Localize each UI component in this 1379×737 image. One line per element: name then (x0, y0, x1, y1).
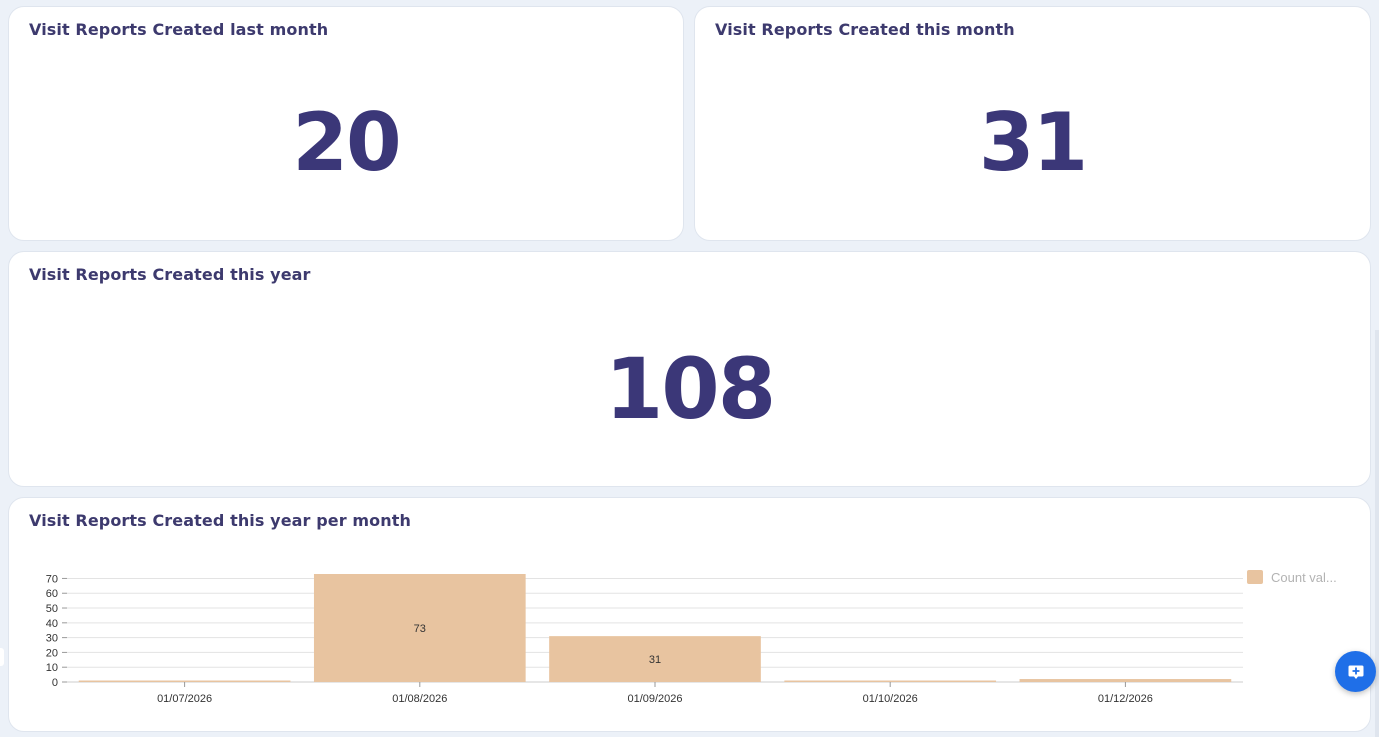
scrollbar[interactable] (1375, 330, 1379, 737)
y-tick-label: 10 (46, 662, 58, 674)
y-tick-label: 30 (46, 633, 58, 645)
x-tick-label: 01/07/2026 (157, 693, 212, 705)
legend-label: Count val... (1271, 570, 1337, 585)
bar (784, 680, 997, 682)
x-tick-label: 01/12/2026 (1098, 693, 1153, 705)
card-title: Visit Reports Created last month (29, 20, 329, 39)
card-visits-per-month-chart: Visit Reports Created this year per mont… (8, 497, 1371, 732)
bar-chart: 0 10 20 30 40 50 60 70 01/07/2026 73 01/08/2026 31 0… (46, 570, 1337, 705)
data-label: 31 (649, 654, 661, 666)
y-tick-label: 40 (46, 618, 58, 630)
metric-value: 108 (604, 340, 776, 438)
bar (1019, 679, 1232, 682)
bar (313, 574, 526, 682)
x-tick-label: 01/10/2026 (863, 693, 918, 705)
x-tick-label: 01/08/2026 (392, 693, 447, 705)
x-tick-label: 01/09/2026 (627, 693, 682, 705)
y-tick-label: 60 (46, 588, 58, 600)
bar (549, 636, 761, 682)
chat-button[interactable] (1335, 651, 1376, 692)
chart-title: Visit Reports Created this year per mont… (29, 511, 411, 530)
legend-swatch (1247, 570, 1263, 584)
card-title: Visit Reports Created this year (29, 265, 311, 284)
data-label: 73 (414, 623, 426, 635)
y-tick-label: 0 (52, 677, 58, 689)
metric-value: 20 (292, 96, 401, 189)
card-visits-this-year: Visit Reports Created this year 108 (8, 251, 1371, 487)
y-tick-label: 20 (46, 647, 58, 659)
side-panel-handle[interactable] (0, 648, 4, 666)
chat-plus-icon (1348, 665, 1363, 679)
card-title: Visit Reports Created this month (715, 20, 1015, 39)
bar (78, 680, 291, 682)
card-visits-last-month: Visit Reports Created last month 20 (8, 6, 684, 241)
y-tick-label: 50 (46, 603, 58, 615)
y-tick-label: 70 (46, 573, 58, 585)
card-visits-this-month: Visit Reports Created this month 31 (694, 6, 1371, 241)
metric-value: 31 (978, 96, 1088, 189)
